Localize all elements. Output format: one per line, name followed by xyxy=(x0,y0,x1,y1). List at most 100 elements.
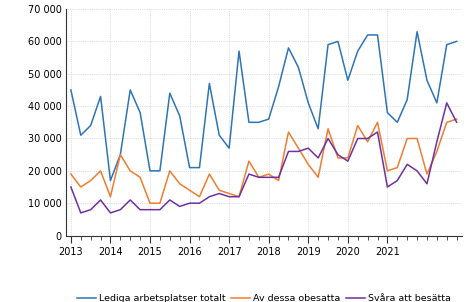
Lediga arbetsplatser totalt xyxy=(444,43,450,47)
Lediga arbetsplatser totalt xyxy=(217,133,222,137)
Lediga arbetsplatser totalt xyxy=(316,127,321,130)
Av dessa obesatta xyxy=(107,195,113,198)
Svåra att besätta xyxy=(98,198,104,202)
Svåra att besätta xyxy=(345,159,350,163)
Svåra att besätta xyxy=(127,198,133,202)
Av dessa obesatta xyxy=(424,172,430,176)
Av dessa obesatta xyxy=(325,127,331,130)
Lediga arbetsplatser totalt xyxy=(404,98,410,101)
Av dessa obesatta xyxy=(305,162,311,166)
Av dessa obesatta xyxy=(444,120,450,124)
Av dessa obesatta xyxy=(434,149,439,153)
Svåra att besätta xyxy=(78,211,84,215)
Av dessa obesatta xyxy=(138,175,143,179)
Svåra att besätta xyxy=(206,195,212,198)
Svåra att besätta xyxy=(444,101,450,105)
Lediga arbetsplatser totalt xyxy=(138,111,143,114)
Lediga arbetsplatser totalt xyxy=(68,88,74,92)
Lediga arbetsplatser totalt xyxy=(355,49,361,53)
Av dessa obesatta xyxy=(177,182,183,186)
Av dessa obesatta xyxy=(365,140,370,143)
Svåra att besätta xyxy=(88,208,93,211)
Svåra att besätta xyxy=(236,195,242,198)
Lediga arbetsplatser totalt xyxy=(78,133,84,137)
Svåra att besätta xyxy=(147,208,153,211)
Lediga arbetsplatser totalt xyxy=(414,30,420,34)
Svåra att besätta xyxy=(107,211,113,215)
Svåra att besätta xyxy=(217,192,222,195)
Svåra att besätta xyxy=(197,201,203,205)
Av dessa obesatta xyxy=(88,179,93,182)
Svåra att besätta xyxy=(414,169,420,173)
Svåra att besätta xyxy=(68,185,74,189)
Lediga arbetsplatser totalt xyxy=(395,120,400,124)
Lediga arbetsplatser totalt xyxy=(187,166,193,169)
Line: Av dessa obesatta: Av dessa obesatta xyxy=(71,119,457,203)
Lediga arbetsplatser totalt xyxy=(384,111,390,114)
Svåra att besätta xyxy=(276,175,282,179)
Lediga arbetsplatser totalt xyxy=(147,169,153,173)
Svåra att besätta xyxy=(226,195,232,198)
Lediga arbetsplatser totalt xyxy=(325,43,331,47)
Svåra att besätta xyxy=(325,137,331,140)
Lediga arbetsplatser totalt xyxy=(118,153,123,156)
Svåra att besätta xyxy=(187,201,193,205)
Svåra att besätta xyxy=(266,175,271,179)
Av dessa obesatta xyxy=(147,201,153,205)
Lediga arbetsplatser totalt xyxy=(177,114,183,118)
Lediga arbetsplatser totalt xyxy=(345,79,350,82)
Lediga arbetsplatser totalt xyxy=(107,179,113,182)
Av dessa obesatta xyxy=(345,156,350,160)
Av dessa obesatta xyxy=(236,195,242,198)
Lediga arbetsplatser totalt xyxy=(434,101,439,105)
Av dessa obesatta xyxy=(78,185,84,189)
Line: Lediga arbetsplatser totalt: Lediga arbetsplatser totalt xyxy=(71,32,457,181)
Svåra att besätta xyxy=(138,208,143,211)
Svåra att besätta xyxy=(395,179,400,182)
Av dessa obesatta xyxy=(256,175,262,179)
Av dessa obesatta xyxy=(296,146,301,150)
Av dessa obesatta xyxy=(395,166,400,169)
Svåra att besätta xyxy=(305,146,311,150)
Lediga arbetsplatser totalt xyxy=(236,49,242,53)
Lediga arbetsplatser totalt xyxy=(266,117,271,121)
Svåra att besätta xyxy=(157,208,163,211)
Svåra att besätta xyxy=(454,120,460,124)
Av dessa obesatta xyxy=(384,169,390,173)
Lediga arbetsplatser totalt xyxy=(127,88,133,92)
Lediga arbetsplatser totalt xyxy=(335,40,341,43)
Svåra att besätta xyxy=(285,149,291,153)
Lediga arbetsplatser totalt xyxy=(167,92,172,95)
Lediga arbetsplatser totalt xyxy=(197,166,203,169)
Av dessa obesatta xyxy=(226,192,232,195)
Av dessa obesatta xyxy=(127,169,133,173)
Av dessa obesatta xyxy=(246,159,252,163)
Av dessa obesatta xyxy=(355,124,361,127)
Svåra att besätta xyxy=(118,208,123,211)
Lediga arbetsplatser totalt xyxy=(157,169,163,173)
Lediga arbetsplatser totalt xyxy=(88,124,93,127)
Av dessa obesatta xyxy=(454,117,460,121)
Lediga arbetsplatser totalt xyxy=(454,40,460,43)
Lediga arbetsplatser totalt xyxy=(98,95,104,98)
Av dessa obesatta xyxy=(266,172,271,176)
Av dessa obesatta xyxy=(68,172,74,176)
Lediga arbetsplatser totalt xyxy=(374,33,380,37)
Svåra att besätta xyxy=(177,205,183,208)
Av dessa obesatta xyxy=(206,172,212,176)
Lediga arbetsplatser totalt xyxy=(285,46,291,50)
Av dessa obesatta xyxy=(316,175,321,179)
Legend: Lediga arbetsplatser totalt, Av dessa obesatta, Svåra att besätta: Lediga arbetsplatser totalt, Av dessa ob… xyxy=(73,290,454,302)
Lediga arbetsplatser totalt xyxy=(206,82,212,85)
Av dessa obesatta xyxy=(217,188,222,192)
Lediga arbetsplatser totalt xyxy=(305,101,311,105)
Lediga arbetsplatser totalt xyxy=(256,120,262,124)
Av dessa obesatta xyxy=(414,137,420,140)
Svåra att besätta xyxy=(246,172,252,176)
Av dessa obesatta xyxy=(404,137,410,140)
Av dessa obesatta xyxy=(374,120,380,124)
Lediga arbetsplatser totalt xyxy=(226,146,232,150)
Lediga arbetsplatser totalt xyxy=(276,85,282,88)
Av dessa obesatta xyxy=(335,156,341,160)
Lediga arbetsplatser totalt xyxy=(296,66,301,69)
